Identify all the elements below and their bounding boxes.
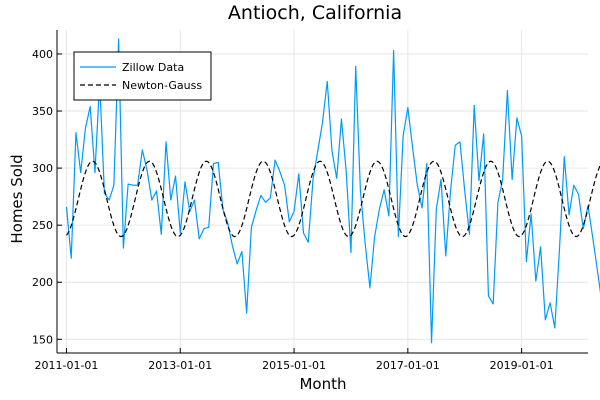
y-tick-label: 250: [32, 219, 53, 232]
y-tick-label: 300: [32, 162, 53, 175]
y-tick-label: 350: [32, 105, 53, 118]
x-tick-label: 2013-01-01: [148, 359, 212, 372]
y-tick-label: 400: [32, 48, 53, 61]
y-tick-label: 150: [32, 333, 53, 346]
axes: [56, 30, 588, 354]
legend-box: [73, 51, 212, 101]
legend-zillow-label: Zillow Data: [122, 61, 184, 74]
zillow-data-line: [65, 38, 600, 344]
x-tick-label: 2017-01-01: [376, 359, 440, 372]
x-axis-title: Month: [299, 375, 346, 393]
tick-labels: 2011-01-01 2013-01-01 2015-01-01 2017-01-01…: [32, 48, 554, 372]
x-tick-label: 2011-01-01: [35, 359, 99, 372]
newton-gauss-line: [66, 160, 600, 238]
grid: [57, 30, 588, 353]
chart-title: Antioch, California: [228, 2, 402, 24]
y-tick-label: 200: [32, 276, 53, 289]
legend: Zillow Data Newton-Gauss: [73, 51, 212, 101]
y-axis-title: Homes Sold: [8, 154, 26, 243]
series-layer: [65, 38, 600, 344]
x-tick-label: 2015-01-01: [262, 359, 326, 372]
x-tick-label: 2019-01-01: [490, 359, 554, 372]
legend-newton-label: Newton-Gauss: [122, 79, 202, 92]
